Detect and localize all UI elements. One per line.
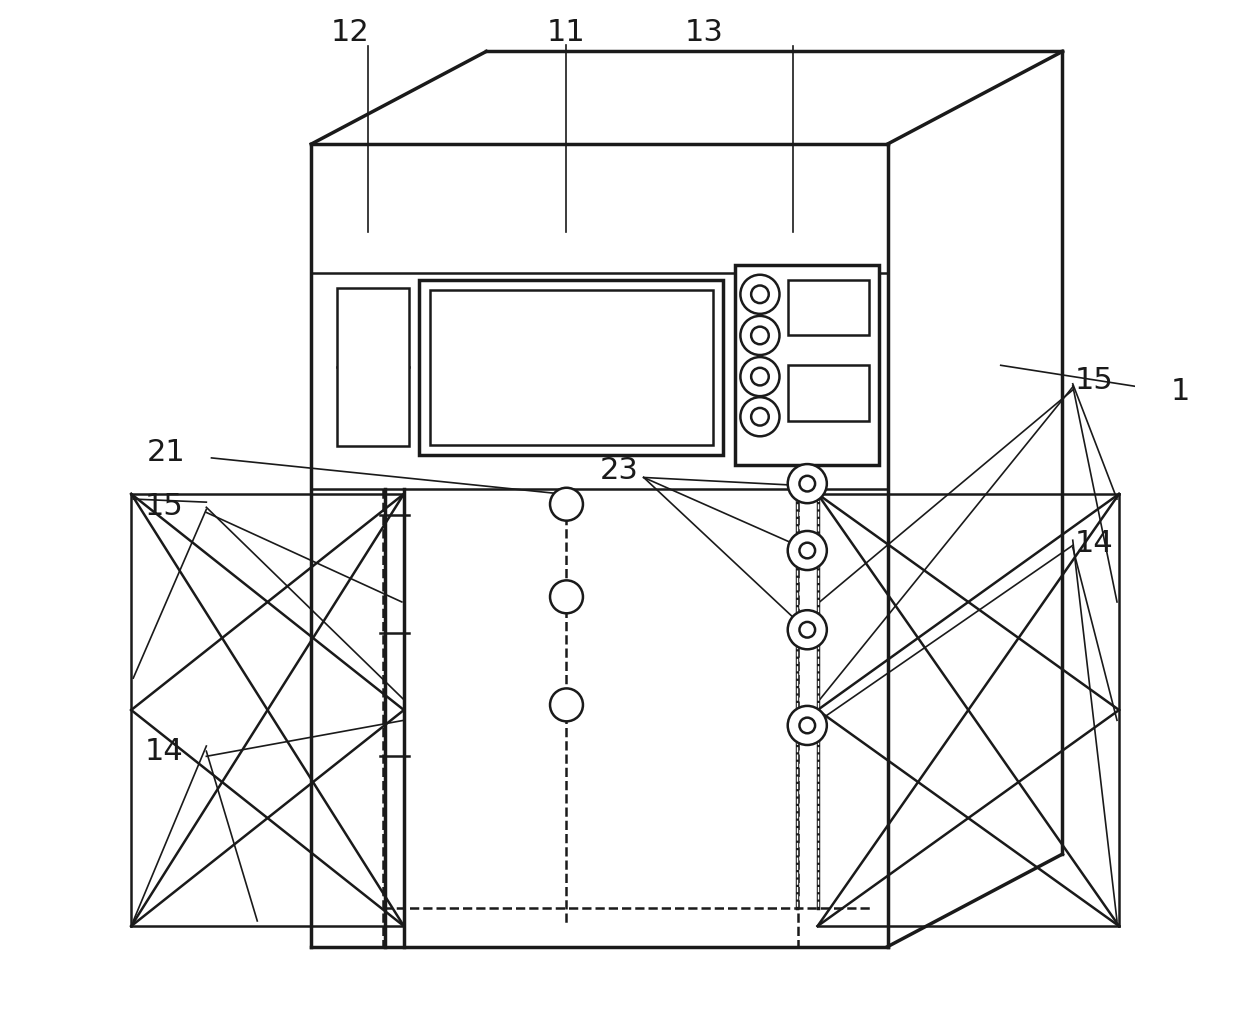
Text: 11: 11 — [547, 19, 585, 47]
Text: 14: 14 — [145, 737, 184, 766]
Text: 21: 21 — [146, 438, 186, 467]
Text: 14: 14 — [1075, 529, 1114, 558]
Circle shape — [751, 326, 769, 345]
Circle shape — [551, 488, 583, 521]
Text: 13: 13 — [684, 19, 724, 47]
Circle shape — [551, 580, 583, 613]
Circle shape — [787, 464, 827, 503]
Circle shape — [787, 610, 827, 649]
Bar — [787, 280, 869, 335]
Bar — [419, 280, 723, 455]
Text: 23: 23 — [599, 456, 639, 485]
Circle shape — [800, 717, 815, 734]
Circle shape — [551, 688, 583, 721]
Circle shape — [800, 475, 815, 492]
Text: 12: 12 — [331, 19, 370, 47]
Circle shape — [751, 407, 769, 426]
Circle shape — [740, 275, 780, 314]
Text: 15: 15 — [1075, 366, 1114, 395]
Circle shape — [740, 357, 780, 396]
Bar — [429, 290, 713, 445]
Circle shape — [787, 706, 827, 745]
Text: 15: 15 — [145, 492, 184, 521]
Circle shape — [751, 367, 769, 386]
Circle shape — [740, 397, 780, 436]
Bar — [337, 288, 409, 446]
Circle shape — [740, 316, 780, 355]
Circle shape — [751, 285, 769, 304]
Circle shape — [787, 531, 827, 570]
Bar — [735, 265, 879, 465]
Circle shape — [800, 542, 815, 559]
Text: 1: 1 — [1171, 377, 1190, 405]
Circle shape — [800, 622, 815, 638]
Bar — [787, 365, 869, 421]
